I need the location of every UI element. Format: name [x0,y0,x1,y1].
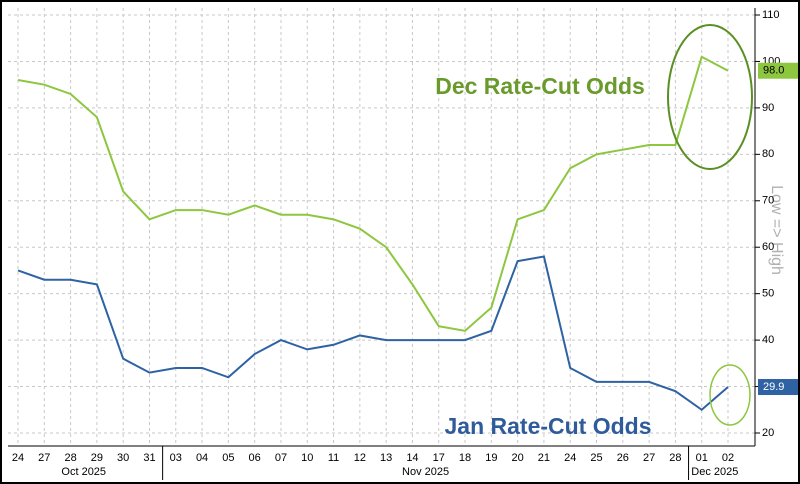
value-label-box [758,62,798,79]
x-group-label: Nov 2025 [402,466,449,478]
value-label: 98.0 [763,65,784,77]
x-tick-label: 20 [512,452,524,464]
x-tick-label: 01 [696,452,708,464]
x-tick-label: 21 [538,452,550,464]
x-tick-label: 12 [354,452,366,464]
x-tick-label: 29 [91,452,103,464]
series-line [17,255,729,412]
x-tick-label: 11 [328,452,339,464]
x-tick-label: 30 [117,452,129,464]
x-tick-label: 17 [433,452,445,464]
series-annotation: Jan Rate-Cut Odds [444,413,651,439]
y-tick-label: 20 [762,427,774,439]
x-tick-label: 27 [643,452,655,464]
grid [8,8,755,446]
x-tick-label: 28 [64,452,76,464]
y-tick-label: 70 [762,195,774,207]
x-tick-label: 10 [301,452,313,464]
x-tick-label: 27 [38,452,50,464]
lines [17,55,729,412]
x-tick-label: 24 [12,452,24,464]
x-tick-label: 05 [222,452,234,464]
highlight-ellipse [709,364,751,426]
x-group-label: Dec 2025 [691,466,738,478]
x-tick-label: 28 [669,452,681,464]
series-line [17,55,729,332]
y-tick-label: 60 [762,241,774,253]
x-tick-label: 14 [406,452,418,464]
x-tick-label: 04 [196,452,208,464]
x-tick-label: 24 [564,452,576,464]
y-axis-label: Low => High [768,185,785,275]
series-annotation: Dec Rate-Cut Odds [435,73,645,99]
y-tick-label: 110 [762,9,780,21]
x-tick-label: 25 [590,452,602,464]
x-tick-label: 07 [275,452,287,464]
x-tick-label: 03 [170,452,182,464]
x-tick-label: 26 [617,452,629,464]
y-tick-label: 40 [762,334,774,346]
x-tick-label: 06 [249,452,261,464]
value-label-box [758,379,798,396]
y-tick-label: 50 [762,288,774,300]
x-tick-label: 13 [380,452,392,464]
x-tick-label: 18 [459,452,471,464]
highlight-ellipse [667,24,753,170]
x-tick-label: 31 [143,452,155,464]
x-tick-label: 19 [485,452,497,464]
value-label: 29.9 [763,381,784,393]
x-group-label: Oct 2025 [61,466,106,478]
y-tick-label: 80 [762,148,774,160]
y-tick-label: 90 [762,102,774,114]
x-tick-label: 02 [722,452,734,464]
